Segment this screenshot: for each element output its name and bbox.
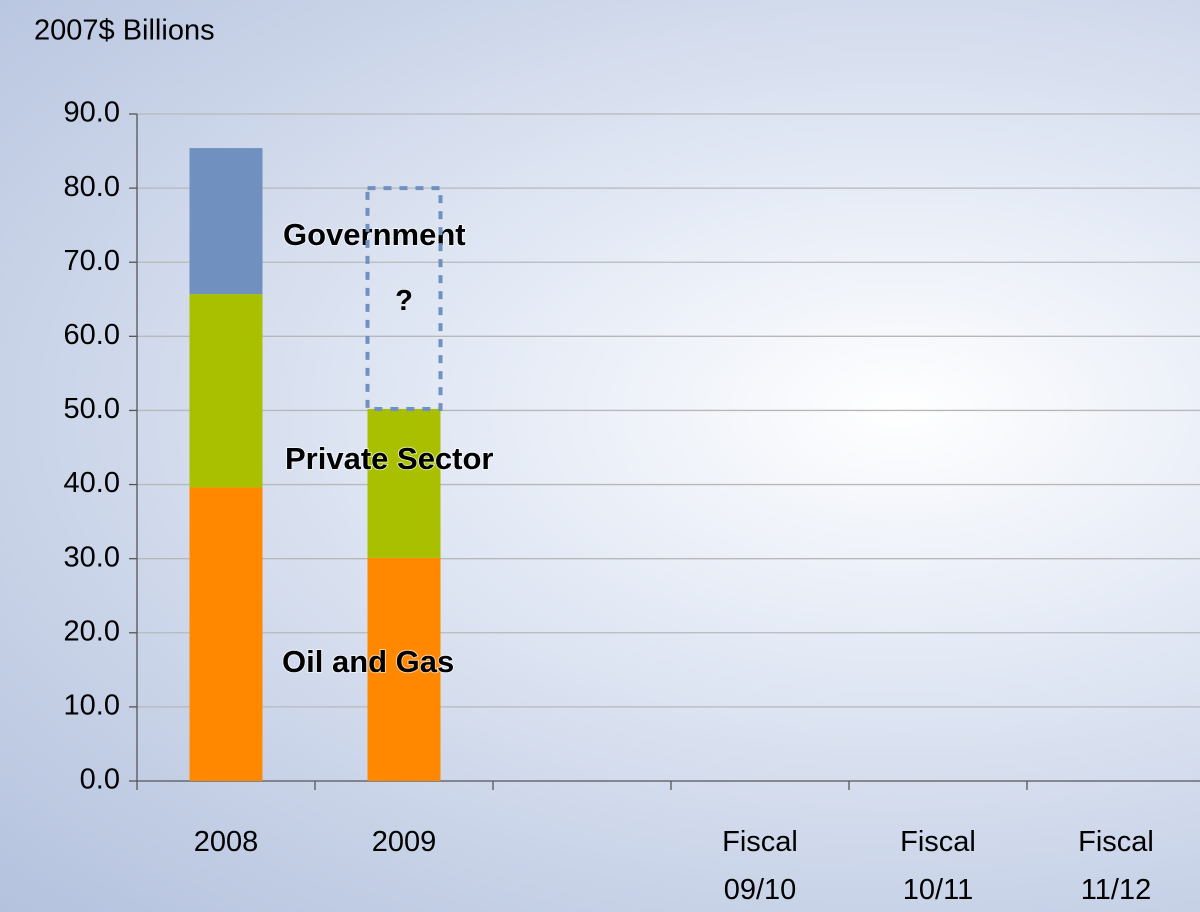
y-tick-label: 50.0: [64, 393, 120, 425]
annotation-text: ?: [395, 285, 413, 317]
x-tick-label: Fiscal 10/11: [900, 826, 976, 906]
x-tick-label: Fiscal 11/12: [1078, 826, 1154, 906]
bar-segment: [189, 487, 263, 781]
series-label: Government: [283, 217, 466, 252]
bar-segment: [189, 294, 263, 488]
y-tick-label: 60.0: [64, 319, 120, 351]
y-axis-title: 2007$ Billions: [34, 15, 215, 47]
x-tick-label: 2008: [193, 826, 259, 858]
bar-segment: [367, 557, 441, 781]
series-label: Oil and Gas: [282, 644, 454, 679]
y-tick-label: 30.0: [64, 541, 120, 573]
y-tick-label: 70.0: [64, 245, 120, 277]
y-tick-label: 90.0: [64, 97, 120, 129]
x-tick-label: 2009: [371, 826, 437, 858]
y-tick-label: 20.0: [64, 615, 120, 647]
y-tick-label: 80.0: [64, 171, 120, 203]
bar-segment: [189, 148, 263, 295]
annotation-box: [365, 186, 443, 411]
y-tick-label: 40.0: [64, 467, 120, 499]
series-label: Private Sector: [285, 441, 494, 476]
bar-segment: [367, 408, 441, 558]
y-tick-label: 0.0: [80, 764, 120, 796]
x-tick-label: Fiscal 09/10: [722, 826, 798, 906]
y-tick-label: 10.0: [64, 690, 120, 722]
